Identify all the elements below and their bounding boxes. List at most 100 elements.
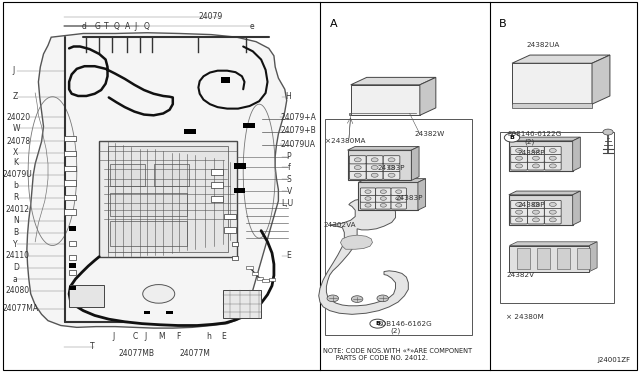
- Text: 24078: 24078: [6, 137, 31, 146]
- FancyBboxPatch shape: [527, 162, 544, 170]
- Circle shape: [549, 164, 556, 168]
- Text: S: S: [287, 175, 291, 184]
- Text: 24382W: 24382W: [415, 131, 445, 137]
- Bar: [108, 146, 228, 252]
- Text: J24001ZF: J24001ZF: [597, 357, 630, 363]
- Bar: [99, 141, 237, 257]
- Text: 24012: 24012: [5, 205, 29, 214]
- Bar: [257, 277, 263, 280]
- Text: × 24380M: × 24380M: [506, 314, 543, 320]
- FancyBboxPatch shape: [511, 154, 527, 162]
- Bar: [69, 286, 76, 290]
- Polygon shape: [573, 191, 580, 225]
- Polygon shape: [420, 77, 436, 115]
- Bar: [538, 248, 550, 269]
- Text: h: h: [206, 332, 211, 341]
- FancyBboxPatch shape: [545, 147, 561, 155]
- Bar: [69, 285, 104, 307]
- FancyBboxPatch shape: [360, 202, 376, 209]
- Text: J: J: [13, 66, 15, 75]
- Circle shape: [549, 218, 556, 222]
- Circle shape: [370, 319, 385, 328]
- Circle shape: [396, 203, 402, 207]
- Text: E: E: [221, 332, 225, 341]
- Text: 24079U: 24079U: [3, 170, 32, 179]
- Text: 24388P: 24388P: [517, 202, 545, 208]
- Circle shape: [365, 203, 371, 207]
- Text: 24383P: 24383P: [378, 165, 405, 171]
- Circle shape: [549, 156, 556, 160]
- FancyBboxPatch shape: [545, 216, 561, 224]
- Text: 24110: 24110: [5, 251, 29, 260]
- FancyBboxPatch shape: [376, 202, 391, 209]
- Text: M: M: [159, 332, 165, 341]
- Bar: [512, 103, 592, 108]
- Bar: [577, 248, 590, 269]
- Bar: [69, 226, 76, 231]
- FancyBboxPatch shape: [391, 195, 406, 202]
- Text: 24079+B: 24079+B: [280, 126, 316, 135]
- FancyBboxPatch shape: [366, 171, 383, 179]
- FancyBboxPatch shape: [545, 208, 561, 216]
- Text: Z: Z: [13, 92, 18, 101]
- Bar: [221, 77, 230, 83]
- Text: E: E: [287, 251, 291, 260]
- Text: 24020: 24020: [6, 113, 31, 122]
- Circle shape: [365, 190, 371, 193]
- Bar: [509, 195, 573, 225]
- Text: Q: Q: [114, 22, 120, 31]
- Bar: [232, 256, 238, 260]
- Polygon shape: [348, 147, 419, 150]
- Circle shape: [516, 210, 522, 214]
- Text: H: H: [285, 92, 291, 101]
- Text: 24302VA: 24302VA: [324, 222, 356, 228]
- Text: J: J: [112, 332, 115, 341]
- Bar: [144, 311, 150, 314]
- Text: P: P: [287, 153, 291, 161]
- Text: A: A: [330, 19, 337, 29]
- Circle shape: [371, 158, 378, 162]
- Text: G: G: [95, 22, 100, 31]
- Bar: [69, 270, 76, 275]
- Circle shape: [371, 173, 378, 177]
- Polygon shape: [412, 147, 419, 180]
- Text: 24077MB: 24077MB: [118, 349, 154, 358]
- Bar: [64, 166, 76, 171]
- Circle shape: [532, 148, 540, 153]
- Text: ß08146-6122G: ß08146-6122G: [507, 131, 561, 137]
- Polygon shape: [509, 191, 580, 195]
- Bar: [234, 188, 245, 193]
- Circle shape: [516, 218, 522, 222]
- Text: L,U: L,U: [282, 199, 294, 208]
- Circle shape: [377, 295, 388, 302]
- Text: V: V: [287, 187, 292, 196]
- Text: T: T: [104, 22, 109, 31]
- Text: 24382V: 24382V: [507, 272, 535, 278]
- Text: 24080: 24080: [5, 286, 29, 295]
- Text: B: B: [499, 19, 507, 29]
- FancyBboxPatch shape: [349, 156, 366, 164]
- FancyBboxPatch shape: [511, 216, 527, 224]
- Bar: [224, 227, 236, 232]
- Bar: [64, 195, 76, 200]
- Bar: [232, 242, 238, 246]
- Text: W: W: [13, 124, 20, 133]
- Bar: [348, 150, 412, 180]
- Polygon shape: [27, 33, 287, 328]
- Polygon shape: [340, 235, 372, 249]
- Circle shape: [355, 166, 361, 170]
- Text: 24382UA: 24382UA: [526, 42, 559, 48]
- Circle shape: [327, 295, 339, 302]
- Circle shape: [549, 210, 556, 214]
- Circle shape: [380, 190, 387, 193]
- Circle shape: [532, 202, 540, 206]
- Polygon shape: [512, 55, 610, 63]
- Bar: [223, 290, 261, 318]
- Polygon shape: [592, 55, 610, 104]
- FancyBboxPatch shape: [527, 154, 544, 162]
- FancyBboxPatch shape: [366, 163, 383, 171]
- Circle shape: [351, 296, 363, 302]
- Circle shape: [516, 202, 522, 206]
- Text: T: T: [90, 342, 94, 351]
- Circle shape: [396, 190, 402, 193]
